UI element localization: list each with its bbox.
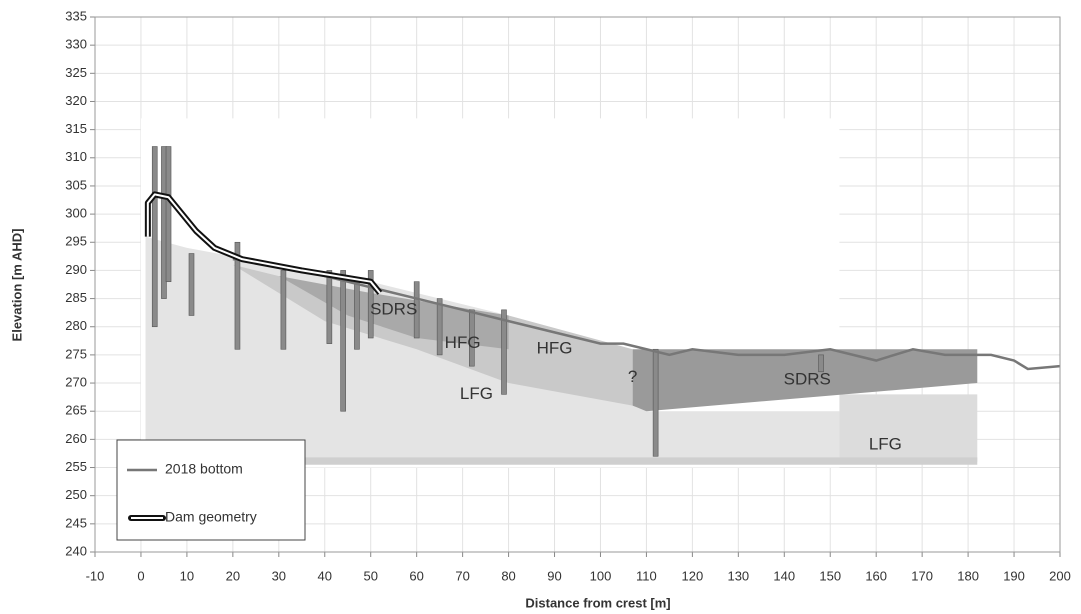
y-tick-label: 295 (65, 234, 87, 249)
legend-label: 2018 bottom (165, 461, 243, 477)
y-tick-label: 285 (65, 290, 87, 305)
x-tick-label: 50 (363, 568, 377, 583)
region (839, 394, 978, 462)
y-tick-label: 330 (65, 37, 87, 52)
y-tick-label: 245 (65, 515, 87, 530)
borehole (469, 309, 475, 367)
x-tick-label: 100 (590, 568, 612, 583)
borehole (818, 354, 824, 373)
y-tick-label: 255 (65, 459, 87, 474)
x-tick-label: 200 (1049, 568, 1071, 583)
y-tick-label: 270 (65, 374, 87, 389)
y-tick-label: 320 (65, 93, 87, 108)
y-tick-label: 290 (65, 262, 87, 277)
x-tick-label: 20 (226, 568, 240, 583)
annotation: HFG (537, 339, 573, 358)
annotation: SDRS (370, 299, 417, 318)
x-tick-label: 80 (501, 568, 515, 583)
x-tick-label: 70 (455, 568, 469, 583)
plot-border (94, 16, 1061, 553)
borehole (436, 298, 443, 356)
line (232, 257, 1061, 371)
x-tick-label: 190 (1003, 568, 1025, 583)
x-tick-label: 40 (318, 568, 332, 583)
x-tick-label: 180 (957, 568, 979, 583)
borehole (165, 146, 172, 282)
x-tick-label: 90 (547, 568, 561, 583)
borehole (188, 253, 195, 316)
y-axis-title: Elevation [m AHD] (9, 229, 24, 342)
borehole (234, 241, 241, 350)
region (145, 457, 978, 465)
y-tick-label: 315 (65, 121, 87, 136)
legend-label: Dam geometry (165, 509, 257, 525)
annotation: SDRS (784, 370, 831, 389)
borehole (161, 146, 167, 299)
borehole (280, 270, 287, 350)
y-tick-label: 310 (65, 149, 87, 164)
x-tick-label: 10 (180, 568, 194, 583)
x-tick-label: 130 (727, 568, 749, 583)
dam-inner (146, 193, 381, 294)
y-tick-label: 325 (65, 65, 87, 80)
x-tick-label: 0 (137, 568, 144, 583)
region (278, 276, 509, 350)
y-tick-label: 275 (65, 346, 87, 361)
x-tick-label: 60 (409, 568, 423, 583)
x-tick-label: 160 (865, 568, 887, 583)
y-tick-label: 240 (65, 543, 87, 558)
annotation: ? (628, 367, 637, 386)
annotation: HFG (445, 333, 481, 352)
annotation: LFG (869, 434, 902, 453)
y-tick-label: 305 (65, 177, 87, 192)
borehole (326, 270, 333, 344)
y-tick-label: 250 (65, 487, 87, 502)
y-tick-label: 265 (65, 403, 87, 418)
x-axis-title: Distance from crest [m] (525, 595, 670, 610)
y-tick-label: 300 (65, 206, 87, 221)
x-tick-label: 120 (682, 568, 704, 583)
borehole (151, 146, 158, 328)
y-tick-label: 260 (65, 431, 87, 446)
annotation: LFG (460, 384, 493, 403)
legend-box (116, 439, 306, 541)
borehole (652, 348, 659, 457)
x-tick-label: 30 (272, 568, 286, 583)
y-tick-label: 280 (65, 318, 87, 333)
x-tick-label: 140 (773, 568, 795, 583)
x-tick-label: -10 (86, 568, 105, 583)
x-tick-label: 110 (636, 568, 657, 583)
borehole (501, 309, 507, 395)
borehole (354, 281, 360, 350)
region (632, 349, 978, 412)
y-tick-label: 335 (65, 8, 87, 23)
borehole (367, 270, 374, 339)
x-tick-label: 150 (819, 568, 841, 583)
borehole (340, 270, 346, 412)
borehole (413, 281, 420, 339)
x-tick-label: 170 (911, 568, 933, 583)
